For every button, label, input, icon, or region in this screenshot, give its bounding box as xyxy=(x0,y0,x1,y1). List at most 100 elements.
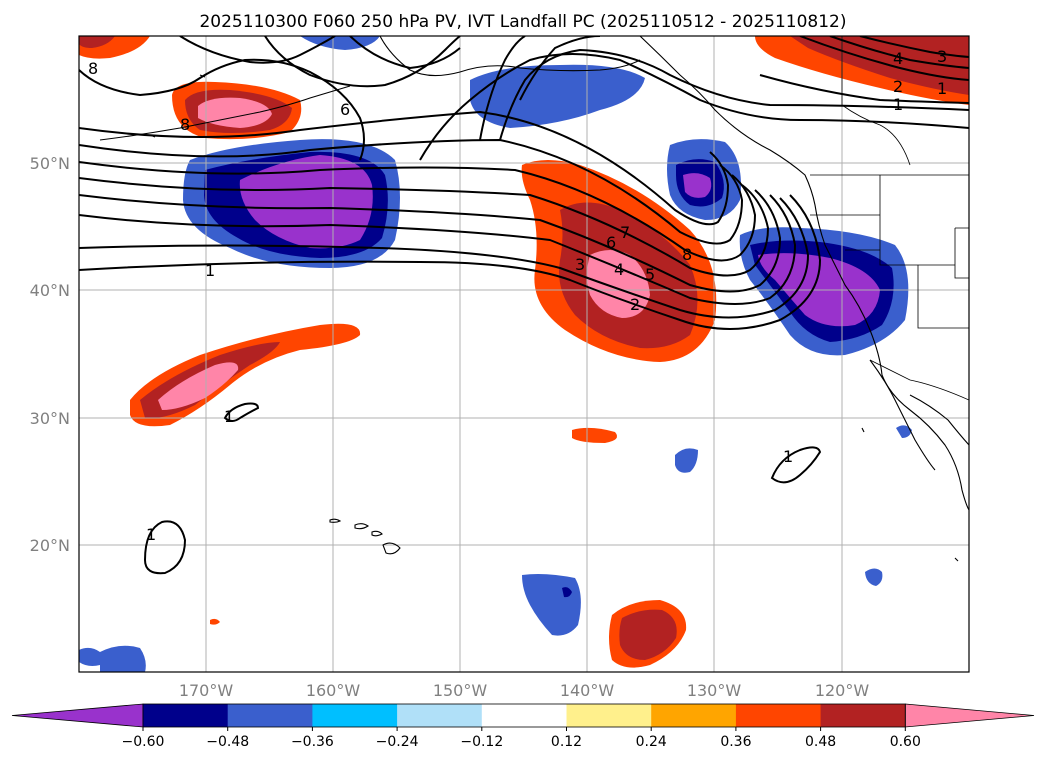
shading-positive-subtropic-core xyxy=(158,362,239,410)
shading-negative-bottom-left-2 xyxy=(100,645,146,672)
contour-nw-3 xyxy=(264,36,461,88)
contour-top-right-2 xyxy=(829,36,969,69)
contour-label-18: 1 xyxy=(937,79,947,98)
coastline-island-socorro xyxy=(954,557,959,562)
shading-negative-south-core xyxy=(562,587,572,598)
coastline-island-guadalupe xyxy=(861,427,865,433)
colorbar-tick-label: 0.60 xyxy=(890,734,921,750)
grid-layer xyxy=(79,36,969,672)
shading-top-left-core xyxy=(79,36,115,48)
x-tick-140w: 140°W xyxy=(560,681,615,700)
contour-label-9: 4 xyxy=(614,260,624,279)
map-panel: 8 6 8 1 1 1 1 3 4 5 2 6 7 8 4 3 2 1 1 xyxy=(79,36,969,672)
contour-label-11: 2 xyxy=(630,295,640,314)
colorbar-segment xyxy=(397,704,483,727)
contour-layer xyxy=(79,36,969,575)
contour-small-west xyxy=(223,402,260,422)
contour-jet-1 xyxy=(79,194,822,330)
y-tick-40n: 40°N xyxy=(30,281,70,300)
contour-jet-8 xyxy=(79,110,730,226)
shading-top-center-blue xyxy=(300,36,380,50)
shading-negative-bottom-left xyxy=(79,647,100,666)
colorbar-tick-label: 0.24 xyxy=(636,734,667,750)
coastline-hawaii-1 xyxy=(329,518,342,523)
colorbar-segment xyxy=(735,704,822,727)
contour-nw-1 xyxy=(79,58,365,161)
shading-negative-gulf xyxy=(470,64,645,128)
contour-label-19: 1 xyxy=(893,95,903,114)
colorbar-segment xyxy=(651,704,737,727)
contour-label-15: 4 xyxy=(893,49,903,68)
border-state-5 xyxy=(954,227,969,279)
colorbar-tick-label: 0.36 xyxy=(720,734,751,750)
contour-label-12: 6 xyxy=(606,233,616,252)
shading-positive-tiny xyxy=(210,618,220,625)
y-tick-20n: 20°N xyxy=(30,536,70,555)
colorbar-tick-label: −0.60 xyxy=(122,734,165,750)
shading-negative-tiny xyxy=(865,568,883,586)
contour-jet-7 xyxy=(79,138,744,245)
contour-label-14: 8 xyxy=(682,245,692,264)
colorbar-tick-label: −0.36 xyxy=(291,734,334,750)
shading-layer xyxy=(79,36,969,672)
shading-negative-small xyxy=(675,448,698,473)
contour-ridge-1 xyxy=(419,53,969,161)
x-axis-labels: 170°W 160°W 150°W 140°W 130°W 120°W xyxy=(179,681,870,700)
contour-label-8: 3 xyxy=(575,255,585,274)
border-alaska-canada xyxy=(841,36,911,166)
colorbar-segment xyxy=(227,704,313,727)
figure-title: 2025110300 F060 250 hPa PV, IVT Landfall… xyxy=(199,12,846,32)
contour-jet-6 xyxy=(79,161,757,262)
coastline-hawaii-2 xyxy=(354,523,369,530)
contour-label-7: 1 xyxy=(783,447,793,466)
colorbar-tick-label: −0.12 xyxy=(460,734,503,750)
shading-negative-coast-north-core xyxy=(683,173,712,198)
contour-jet-3 xyxy=(79,194,797,305)
contour-label-5: 1 xyxy=(224,407,234,426)
shading-positive-south-core xyxy=(619,609,677,660)
contour-label-2: 6 xyxy=(340,100,350,119)
colorbar-extend-high xyxy=(904,703,1035,728)
colorbar-segment xyxy=(312,704,398,727)
contour-top-right-3 xyxy=(859,36,969,58)
x-tick-150w: 150°W xyxy=(433,681,488,700)
y-tick-50n: 50°N xyxy=(30,154,70,173)
shading-positive-small xyxy=(572,427,618,443)
shading-positive-central-core xyxy=(587,250,650,318)
contour-label-4: 1 xyxy=(205,261,215,280)
map-frame xyxy=(78,35,970,673)
y-axis-labels: 50°N 40°N 30°N 20°N xyxy=(30,154,70,555)
colorbar-tick-label: −0.48 xyxy=(206,734,249,750)
x-tick-170w: 170°W xyxy=(179,681,234,700)
shading-negative-gulf-ca xyxy=(896,425,912,438)
colorbar-tick-label: −0.24 xyxy=(376,734,419,750)
contour-label-13: 7 xyxy=(620,223,630,242)
coastline-aleutians xyxy=(99,85,351,141)
coastline-hawaii-4 xyxy=(382,542,401,555)
contour-label-6: 1 xyxy=(146,525,156,544)
coastline-baja xyxy=(869,359,936,471)
y-tick-30n: 30°N xyxy=(30,409,70,428)
coastline-mexico-mainland xyxy=(909,394,969,446)
x-tick-130w: 130°W xyxy=(687,681,742,700)
contour-nw-2 xyxy=(179,36,336,64)
contour-jet-5 xyxy=(79,177,770,277)
contour-jet-4 xyxy=(79,189,782,293)
contour-jet-2 xyxy=(79,197,810,319)
contour-label-3: 8 xyxy=(180,115,190,134)
border-layer xyxy=(810,36,969,401)
colorbar-segment xyxy=(566,704,652,727)
x-tick-120w: 120°W xyxy=(815,681,870,700)
contour-ridge-2 xyxy=(499,48,969,141)
contour-loop-southeast xyxy=(770,446,822,484)
coastline-north-america xyxy=(639,36,969,511)
contour-nw-4 xyxy=(349,36,461,70)
contour-top-right-4 xyxy=(759,74,969,104)
colorbar-segment xyxy=(820,704,906,727)
contour-label-17: 2 xyxy=(893,77,903,96)
colorbar-segment xyxy=(143,704,229,727)
contour-label-1: 8 xyxy=(88,59,98,78)
coastline-hawaii-3 xyxy=(371,530,383,537)
contour-ridge-4 xyxy=(479,36,526,141)
